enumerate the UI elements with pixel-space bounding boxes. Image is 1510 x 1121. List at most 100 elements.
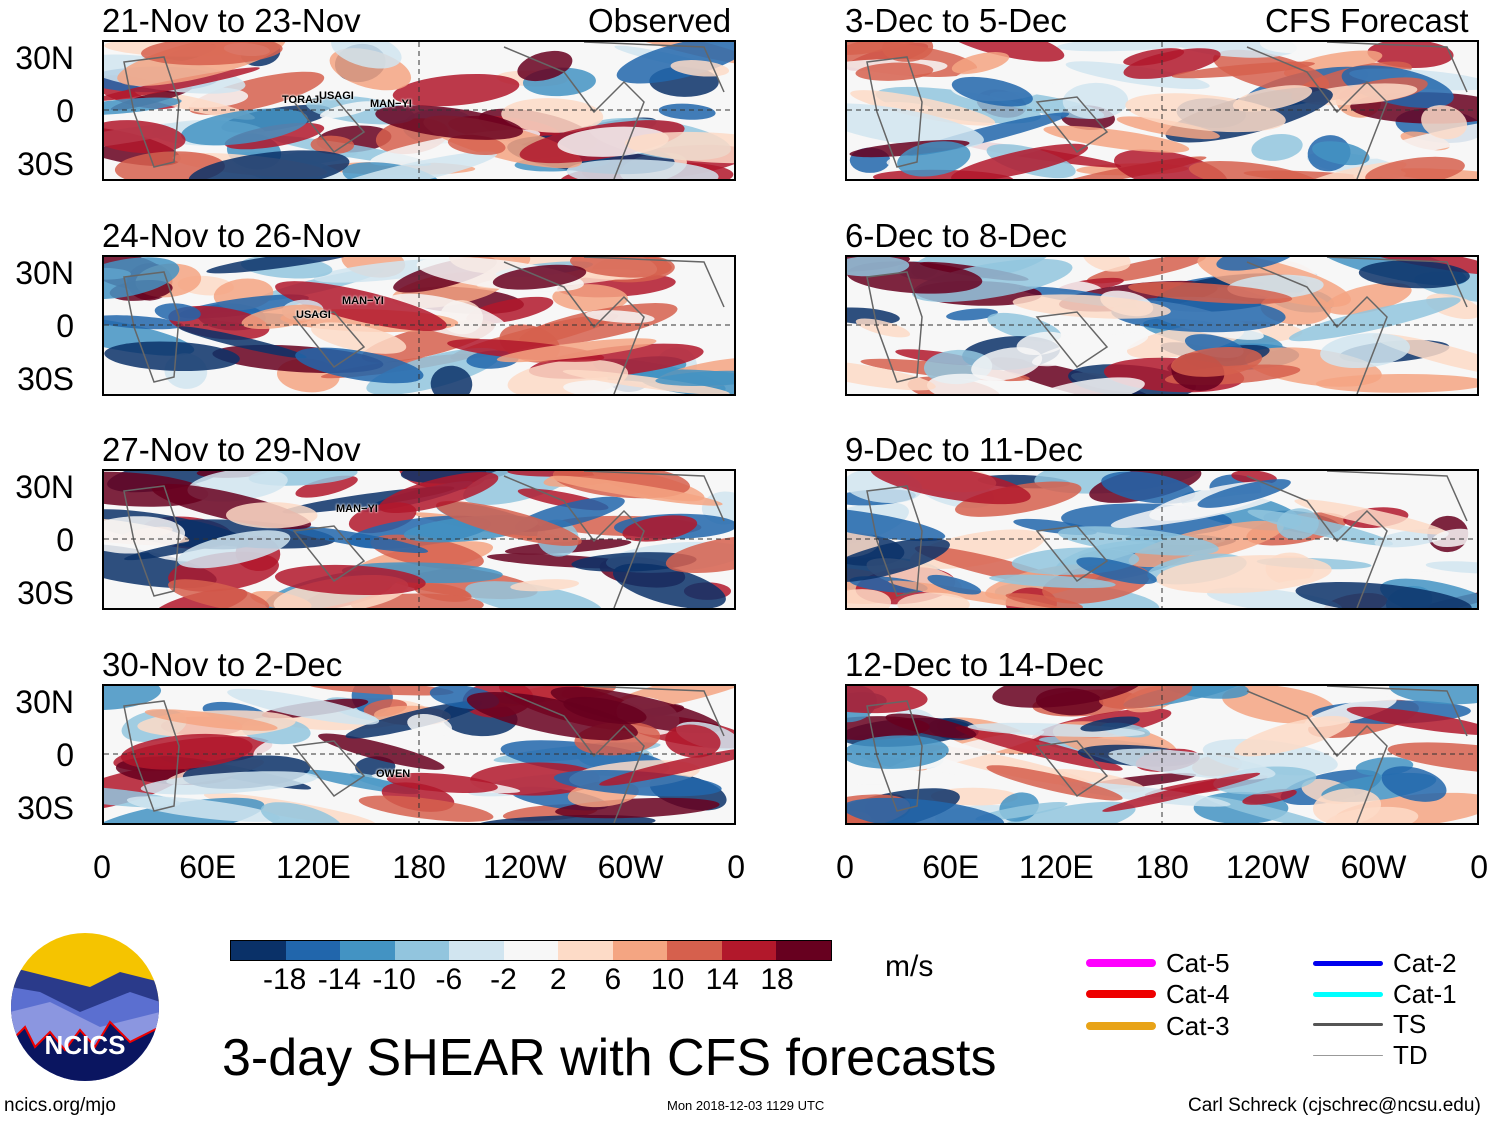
panel-title: 21-Nov to 23-Nov: [102, 2, 361, 39]
shear-contour: [206, 257, 363, 274]
colorbar-swatch: [231, 941, 286, 960]
storm-label: USAGI: [319, 90, 354, 102]
shear-contour: [104, 686, 162, 710]
shear-contour: [104, 516, 186, 554]
shear-contour: [1123, 48, 1221, 79]
colorbar-label: 2: [549, 963, 567, 996]
shear-contour: [392, 73, 520, 107]
shear-contour: [375, 105, 524, 140]
colorbar-swatch: [394, 941, 450, 960]
shear-contour: [447, 134, 506, 156]
shear-contour: [168, 579, 270, 608]
shear-contour: [1251, 133, 1303, 161]
shear-contour: [847, 538, 950, 583]
shear-contour: [1031, 332, 1149, 367]
shear-contour: [1232, 85, 1313, 112]
shear-contour: [1102, 772, 1261, 812]
coastline: [866, 686, 1468, 823]
legend-line: [1313, 1054, 1383, 1056]
shear-contour: [1171, 347, 1263, 377]
shear-contour: [847, 797, 1005, 823]
shear-contour: [1389, 686, 1477, 705]
shear-contour: [1365, 156, 1465, 179]
shear-contour: [882, 42, 934, 62]
shear-contour: [126, 796, 280, 822]
shear-contour: [1188, 160, 1321, 179]
panel-title: 30-Nov to 2-Dec: [102, 646, 343, 683]
storm-label: MAN−YI: [342, 295, 384, 307]
lat-label: 30N: [15, 684, 74, 720]
shear-contour: [847, 257, 910, 277]
panel-title: 9-Dec to 11-Dec: [845, 431, 1083, 468]
coastline: [123, 471, 725, 608]
lon-label: 0: [727, 849, 746, 885]
coastline: [123, 686, 725, 823]
shear-contour: [384, 293, 509, 339]
lon-label: 60W: [597, 849, 664, 885]
legend-line: [1313, 1022, 1383, 1026]
shear-contour: [1432, 528, 1476, 548]
shear-contour: [612, 563, 726, 608]
shear-contour: [847, 589, 892, 608]
storm-label: USAGI: [296, 309, 331, 321]
shear-contour: [407, 714, 453, 737]
shear-map-panel: [845, 469, 1479, 610]
shear-contour: [496, 338, 657, 363]
lat-label: 0: [56, 522, 74, 558]
panel-title: 12-Dec to 14-Dec: [845, 646, 1104, 683]
lon-label: 60E: [179, 849, 237, 885]
shear-contour: [177, 530, 291, 569]
shear-contour: [951, 143, 1089, 179]
shear-contour: [1288, 297, 1461, 342]
legend-label: Cat-1: [1393, 979, 1457, 1009]
shear-contour: [241, 304, 324, 330]
shear-contour: [1108, 748, 1276, 780]
shear-contour: [1056, 42, 1221, 52]
shear-contour: [318, 733, 445, 770]
footer-url[interactable]: ncics.org/mjo: [4, 1095, 116, 1116]
shear-contour: [324, 151, 497, 179]
shear-contour: [430, 365, 473, 394]
colorbar-label: 6: [604, 963, 622, 996]
shear-contour: [1294, 499, 1447, 535]
shear-map-panel: [845, 40, 1479, 181]
shear-contour: [847, 769, 960, 785]
shear-contour: [1342, 257, 1477, 276]
shear-contour: [1312, 788, 1382, 823]
shear-contour: [1381, 766, 1447, 802]
shear-contour: [553, 770, 722, 797]
shear-contour: [466, 692, 638, 741]
panel-title: 24-Nov to 26-Nov: [102, 217, 361, 254]
shear-contour: [386, 772, 498, 794]
shear-map-panel: [845, 684, 1479, 825]
colorbar-label: -10: [372, 963, 416, 996]
lat-label: 30S: [17, 361, 74, 397]
shear-contour: [1058, 526, 1219, 556]
coastline: [866, 257, 1468, 394]
shear-contour: [850, 90, 996, 126]
shear-contour: [1123, 48, 1185, 66]
legend-line: [1086, 959, 1156, 967]
lat-label: 0: [56, 737, 74, 773]
shear-contour: [104, 97, 182, 116]
colorbar-swatch: [721, 941, 777, 960]
shear-contour: [585, 310, 655, 323]
shear-contour: [847, 359, 936, 391]
colorbar-swatch: [449, 941, 504, 960]
colorbar-swatch: [667, 941, 722, 960]
shear-contour: [501, 98, 604, 133]
colorbar-label: -2: [490, 963, 517, 996]
shear-contour: [885, 713, 977, 739]
lat-label: 0: [56, 93, 74, 129]
legend-label: TD: [1393, 1040, 1428, 1070]
legend-line: [1086, 990, 1156, 998]
lon-label: 120W: [1226, 849, 1310, 885]
lat-label: 30S: [17, 146, 74, 182]
colorbar-label: -14: [317, 963, 362, 996]
lat-label: 30N: [15, 40, 74, 76]
shear-contour: [1171, 61, 1315, 79]
shear-contour: [847, 507, 946, 542]
shear-contour: [847, 735, 949, 769]
shear-contour: [897, 141, 971, 177]
